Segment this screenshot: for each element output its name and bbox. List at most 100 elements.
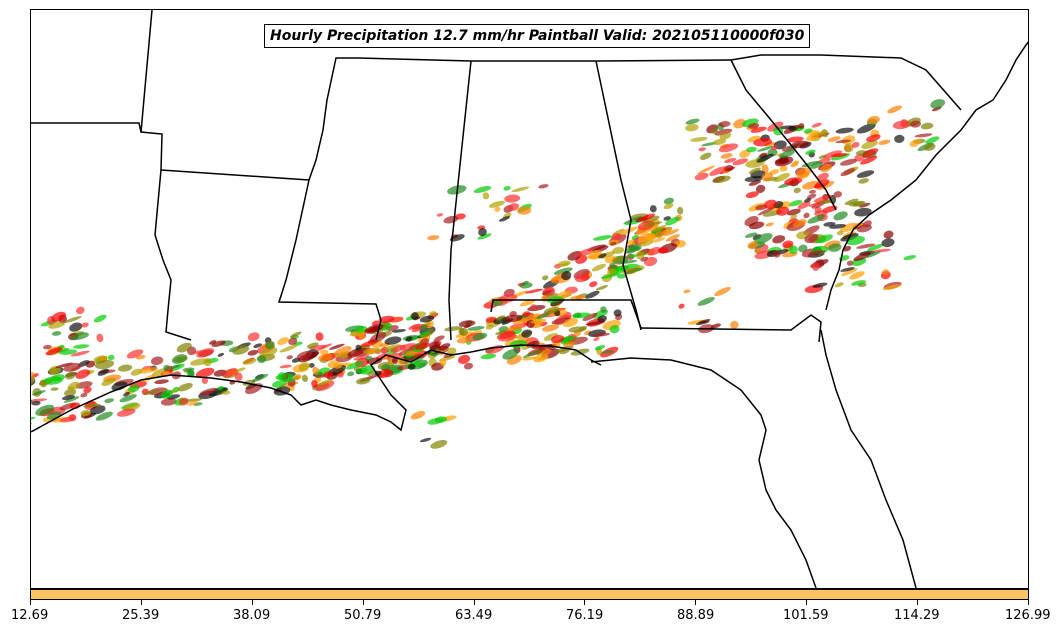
paintball-blob — [784, 177, 803, 186]
paintball-blob — [541, 324, 560, 332]
paintball-blob — [598, 253, 607, 259]
paintball-blob — [570, 295, 586, 300]
paintball-blob — [160, 389, 173, 399]
paintball-blob — [333, 362, 343, 369]
paintball-blob — [50, 374, 66, 382]
paintball-blob — [353, 354, 370, 361]
paintball-blob — [438, 343, 451, 351]
paintball-blob — [854, 207, 872, 217]
paintball-blob — [315, 343, 333, 352]
colorbar-tick-label: 101.59 — [783, 608, 829, 623]
paintball-blob — [903, 255, 917, 261]
paintball-blob — [623, 216, 642, 225]
paintball-blob — [427, 417, 443, 425]
paintball-blob — [242, 358, 257, 365]
paintball-blob — [253, 343, 263, 348]
paintball-blob — [866, 251, 881, 258]
paintball-blob — [459, 327, 468, 337]
paintball-blob — [301, 374, 308, 383]
paintball-blob — [642, 221, 663, 227]
paintball-blob — [279, 364, 292, 369]
paintball-blob — [755, 184, 766, 194]
paintball-blob — [203, 358, 212, 367]
paintball-blob — [477, 233, 492, 240]
colorbar-tick-label: 126.99 — [1005, 608, 1051, 623]
paintball-blob — [878, 139, 891, 145]
paintball-blob — [543, 306, 560, 315]
paintball-blob — [236, 367, 246, 372]
paintball-blob — [195, 367, 215, 379]
paintball-blob — [551, 317, 571, 325]
paintball-blob — [843, 245, 852, 252]
paintball-blob — [286, 355, 293, 360]
paintball-blob — [488, 200, 505, 208]
paintball-blob — [790, 214, 798, 220]
paintball-blob — [177, 383, 193, 392]
paintball-blob — [111, 381, 128, 391]
paintball-blob — [70, 332, 89, 341]
paintball-blob — [367, 348, 376, 355]
paintball-blob — [846, 236, 865, 246]
paintball-blob — [522, 349, 541, 359]
paintball-blob — [83, 386, 92, 394]
paintball-blob — [840, 267, 855, 272]
paintball-blob — [123, 391, 131, 397]
paintball-blob — [457, 354, 471, 364]
precipitation-paintballs — [31, 99, 946, 449]
paintball-blob — [543, 333, 558, 341]
paintball-blob — [50, 387, 59, 391]
paintball-blob — [861, 140, 878, 150]
paintball-blob — [31, 400, 41, 406]
colorbar-tick-label: 63.49 — [455, 608, 493, 623]
paintball-blob — [415, 342, 431, 350]
paintball-blob — [306, 342, 319, 349]
state-border-tn-south — [358, 57, 732, 62]
paintball-blob — [502, 349, 519, 360]
paintball-blob — [839, 222, 859, 233]
paintball-blob — [119, 394, 137, 403]
colorbar-tick-mark — [141, 600, 142, 605]
paintball-blob — [710, 323, 721, 329]
paintball-blob — [411, 312, 419, 321]
paintball-blob — [222, 367, 238, 378]
paintball-blob — [77, 360, 90, 368]
paintball-blob — [293, 374, 302, 381]
paintball-blob — [636, 251, 645, 260]
paintball-blob — [592, 332, 610, 337]
state-borders — [31, 10, 1028, 588]
paintball-blob — [482, 192, 490, 200]
paintball-blob — [645, 232, 657, 242]
paintball-blob — [176, 342, 192, 353]
paintball-blob — [97, 368, 109, 376]
paintball-blob — [807, 214, 826, 224]
paintball-blob — [772, 250, 781, 258]
paintball-blob — [51, 311, 67, 322]
paintball-blob — [757, 207, 775, 216]
paintball-blob — [803, 128, 813, 134]
paintball-blob — [495, 329, 510, 335]
paintball-blob — [522, 356, 537, 361]
colorbar-ticks: 12.69 25.39 38.09 50.79 63.49 76.19 88.89 101.5… — [0, 600, 1062, 630]
paintball-blob — [930, 99, 946, 109]
paintball-blob — [577, 248, 594, 257]
paintball-blob — [612, 246, 625, 254]
paintball-blob — [761, 164, 769, 174]
colorbar-tick-mark — [584, 600, 585, 605]
paintball-blob — [676, 206, 684, 215]
paintball-blob — [920, 122, 934, 130]
paintball-blob — [724, 157, 737, 164]
paintball-blob — [126, 349, 144, 359]
paintball-blob — [505, 325, 523, 332]
paintball-blob — [346, 360, 364, 370]
paintball-blob — [63, 396, 80, 403]
paintball-blob — [712, 138, 727, 145]
paintball-blob — [883, 230, 894, 239]
paintball-blob — [568, 326, 587, 333]
paintball-blob — [834, 282, 844, 288]
paintball-blob — [31, 421, 32, 427]
paintball-blob — [179, 397, 189, 406]
map-panel: Hourly Precipitation 12.7 mm/hr Paintbal… — [30, 9, 1029, 589]
paintball-blob — [107, 354, 115, 361]
paintball-blob — [467, 326, 485, 331]
paintball-blob — [130, 368, 143, 376]
